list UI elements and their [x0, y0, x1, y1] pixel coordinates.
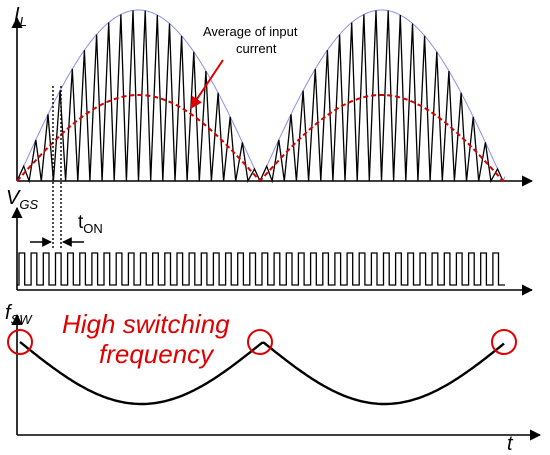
- average-callout-line1: Average of input: [203, 24, 298, 39]
- average-callout-arrow: [190, 59, 224, 109]
- il-axis-label: IL: [14, 4, 27, 29]
- high-switching-label-line1: High switching: [62, 309, 230, 339]
- high-freq-circle-3: [491, 329, 517, 355]
- triangle-ripple-current: [16, 10, 504, 184]
- ton-markers: tON: [30, 86, 103, 249]
- vgs-axis-label: VGS: [6, 187, 38, 212]
- high-switching-label-line2: frequency: [99, 339, 215, 369]
- fsw-axis-label: fSW: [5, 302, 33, 327]
- time-axis-label: t: [507, 433, 514, 455]
- gate-signal-panel: VGS: [6, 187, 534, 296]
- average-callout-line2: current: [236, 41, 277, 56]
- high-freq-circle-2: [247, 329, 273, 355]
- high-freq-circle-1: [7, 329, 33, 355]
- switching-frequency-panel: fSW High switching frequency t: [5, 302, 542, 455]
- inductor-current-panel: IL Average of input current: [11, 4, 534, 187]
- ton-label: tON: [78, 212, 103, 236]
- gate-pulse-train: [17, 252, 505, 286]
- switching-frequency-curve: [19, 341, 505, 406]
- average-current-curve: [16, 94, 506, 183]
